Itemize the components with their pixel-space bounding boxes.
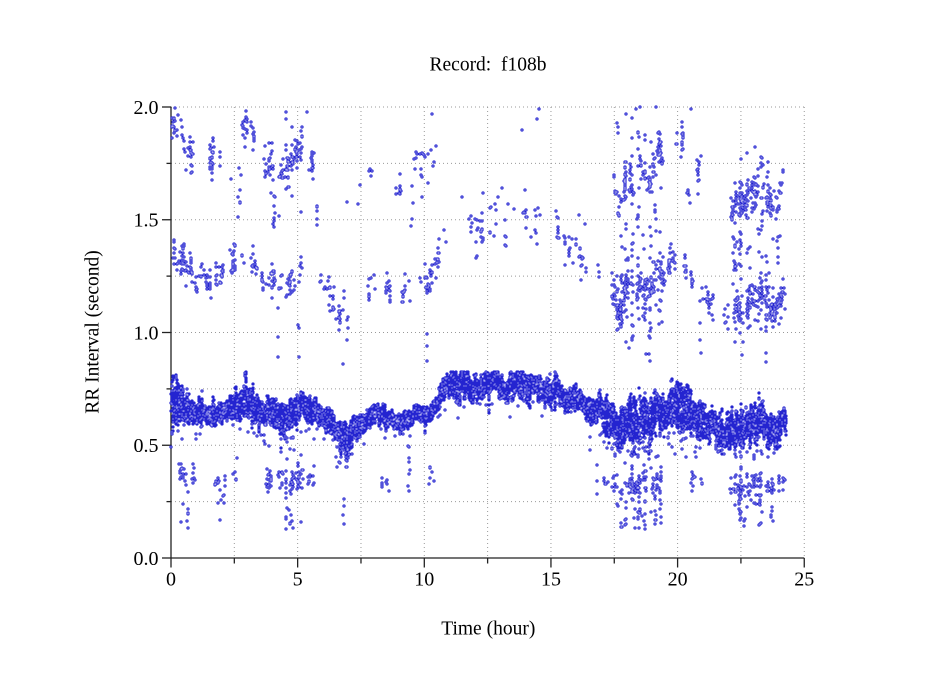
svg-text:0.0: 0.0 [134, 548, 159, 570]
svg-text:10: 10 [414, 569, 434, 591]
svg-text:1.0: 1.0 [134, 322, 159, 344]
svg-text:1.5: 1.5 [134, 210, 159, 232]
svg-text:2.0: 2.0 [134, 97, 159, 119]
svg-text:Time (hour): Time (hour) [441, 619, 535, 640]
svg-text:RR Interval (second): RR Interval (second) [83, 250, 104, 414]
svg-text:0.5: 0.5 [134, 435, 159, 457]
svg-text:15: 15 [541, 569, 561, 591]
svg-text:Record: f108b: Record: f108b [430, 55, 547, 76]
svg-text:0: 0 [166, 569, 176, 591]
svg-text:5: 5 [293, 569, 303, 591]
svg-text:20: 20 [668, 569, 688, 591]
svg-text:25: 25 [794, 569, 814, 591]
